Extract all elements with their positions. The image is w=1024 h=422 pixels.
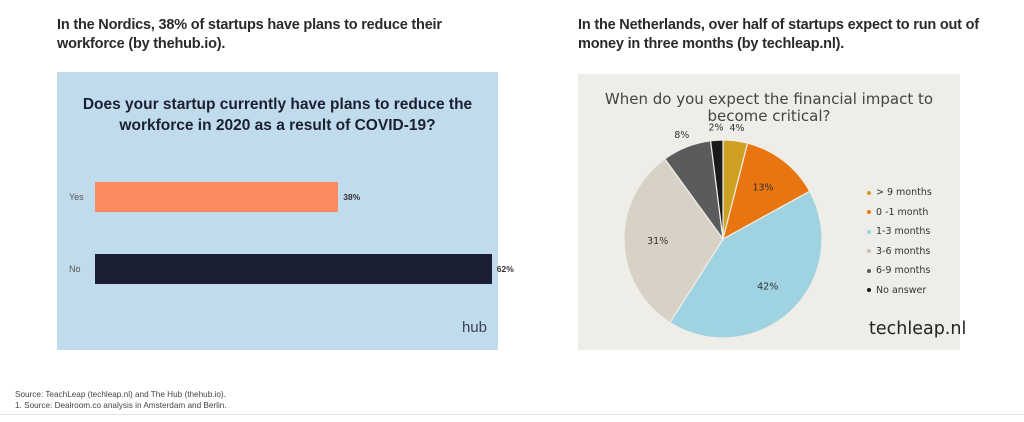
legend-label: 0 -1 month bbox=[876, 206, 929, 218]
legend-swatch bbox=[867, 249, 871, 254]
dealroom-footnote: 1. Source: Dealroom.co analysis in Amste… bbox=[15, 401, 227, 410]
bottom-divider bbox=[0, 414, 1024, 415]
legend-label: 1-3 months bbox=[876, 226, 931, 238]
legend-label: 3-6 months bbox=[876, 245, 931, 257]
bar-category-label: Yes bbox=[69, 192, 84, 202]
legend-item: 3-6 months bbox=[867, 242, 932, 262]
pie-chart: 4% 13% 42% 31% 8% 2% bbox=[623, 122, 823, 339]
pie-slice bbox=[709, 139, 724, 240]
hub-logo: hub bbox=[461, 319, 487, 336]
legend-label: > 9 months bbox=[876, 187, 932, 199]
pie-chart-title: When do you expect the financial impact … bbox=[604, 90, 934, 125]
bar-category-label: No bbox=[69, 264, 81, 274]
bar-no bbox=[95, 254, 492, 284]
pie-value-label: 42% bbox=[757, 282, 778, 293]
pie-value-label: 4% bbox=[729, 123, 744, 134]
pie-slice bbox=[623, 158, 724, 324]
pie-chart-panel: When do you expect the financial impact … bbox=[578, 74, 966, 350]
right-chart-heading: In the Netherlands, over half of startup… bbox=[578, 17, 979, 52]
bar-value-label: 38% bbox=[343, 192, 361, 202]
source-footnote: Source: TeachLeap (techleap.nl) and The … bbox=[15, 390, 226, 399]
pie-value-label: 2% bbox=[708, 122, 723, 133]
techleap-logo: techleap.nl bbox=[869, 319, 967, 339]
legend-label: 6-9 months bbox=[876, 265, 931, 277]
pie-slice bbox=[669, 190, 823, 339]
legend-item: 1-3 months bbox=[867, 222, 932, 242]
legend-item: 0 -1 month bbox=[867, 203, 932, 223]
bar-chart-panel: Does your startup currently have plans t… bbox=[57, 72, 514, 350]
legend-item: > 9 months bbox=[867, 183, 932, 203]
bar-yes bbox=[95, 182, 339, 212]
legend-swatch bbox=[867, 229, 871, 234]
legend-swatch bbox=[867, 210, 871, 215]
pie-value-label: 13% bbox=[752, 182, 773, 193]
legend-swatch bbox=[867, 268, 871, 273]
pie-value-label: 8% bbox=[674, 130, 689, 141]
legend-swatch bbox=[867, 288, 871, 293]
legend-label: No answer bbox=[876, 284, 927, 296]
pie-legend: > 9 months 0 -1 month 1-3 months 3-6 months… bbox=[867, 183, 932, 300]
pie-slice bbox=[722, 142, 811, 241]
legend-item: No answer bbox=[867, 281, 932, 301]
left-chart-heading: In the Nordics, 38% of startups have pla… bbox=[57, 17, 442, 52]
pie-value-label: 31% bbox=[647, 236, 668, 247]
legend-item: 6-9 months bbox=[867, 261, 932, 281]
legend-swatch bbox=[867, 190, 871, 195]
bar-chart-title: Does your startup currently have plans t… bbox=[82, 96, 473, 134]
bar-value-label: 62% bbox=[496, 264, 514, 274]
